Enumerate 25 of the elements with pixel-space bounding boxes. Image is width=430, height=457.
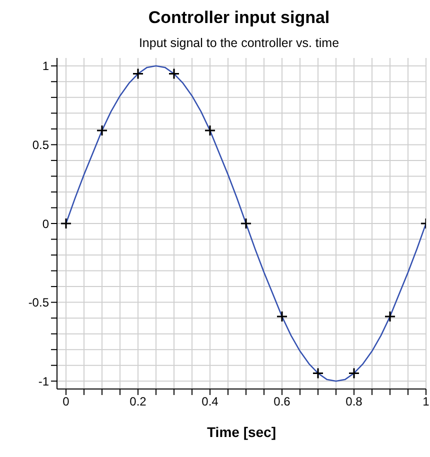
point <box>312 367 324 380</box>
x-axis-title: Time [sec] <box>207 424 276 440</box>
point <box>96 124 108 136</box>
point <box>276 310 288 322</box>
x-tick-label: 0.2 <box>130 394 147 409</box>
x-tick-label: 0.8 <box>346 394 363 409</box>
point <box>384 310 396 322</box>
y-tick-label: 0.5 <box>32 138 50 152</box>
x-tick-label: 0.6 <box>274 394 291 409</box>
point <box>168 68 180 80</box>
y-tick-label: -1 <box>38 374 50 388</box>
y-tick-label: 0 <box>42 216 50 231</box>
x-tick-label: 0.4 <box>202 394 219 409</box>
x-tick-label: 0 <box>62 394 70 409</box>
point <box>204 124 216 136</box>
point <box>60 218 72 230</box>
chart-title: Controller input signal <box>147 8 331 28</box>
point <box>132 68 144 80</box>
point <box>240 218 252 230</box>
point <box>348 367 360 380</box>
chart-subtitle: Input signal to the controller vs. time <box>138 36 340 50</box>
y-tick-label: 1 <box>42 59 50 74</box>
line-series <box>65 65 426 382</box>
x-tick-label: 1 <box>422 394 430 409</box>
y-tick-label: -0.5 <box>28 296 50 310</box>
